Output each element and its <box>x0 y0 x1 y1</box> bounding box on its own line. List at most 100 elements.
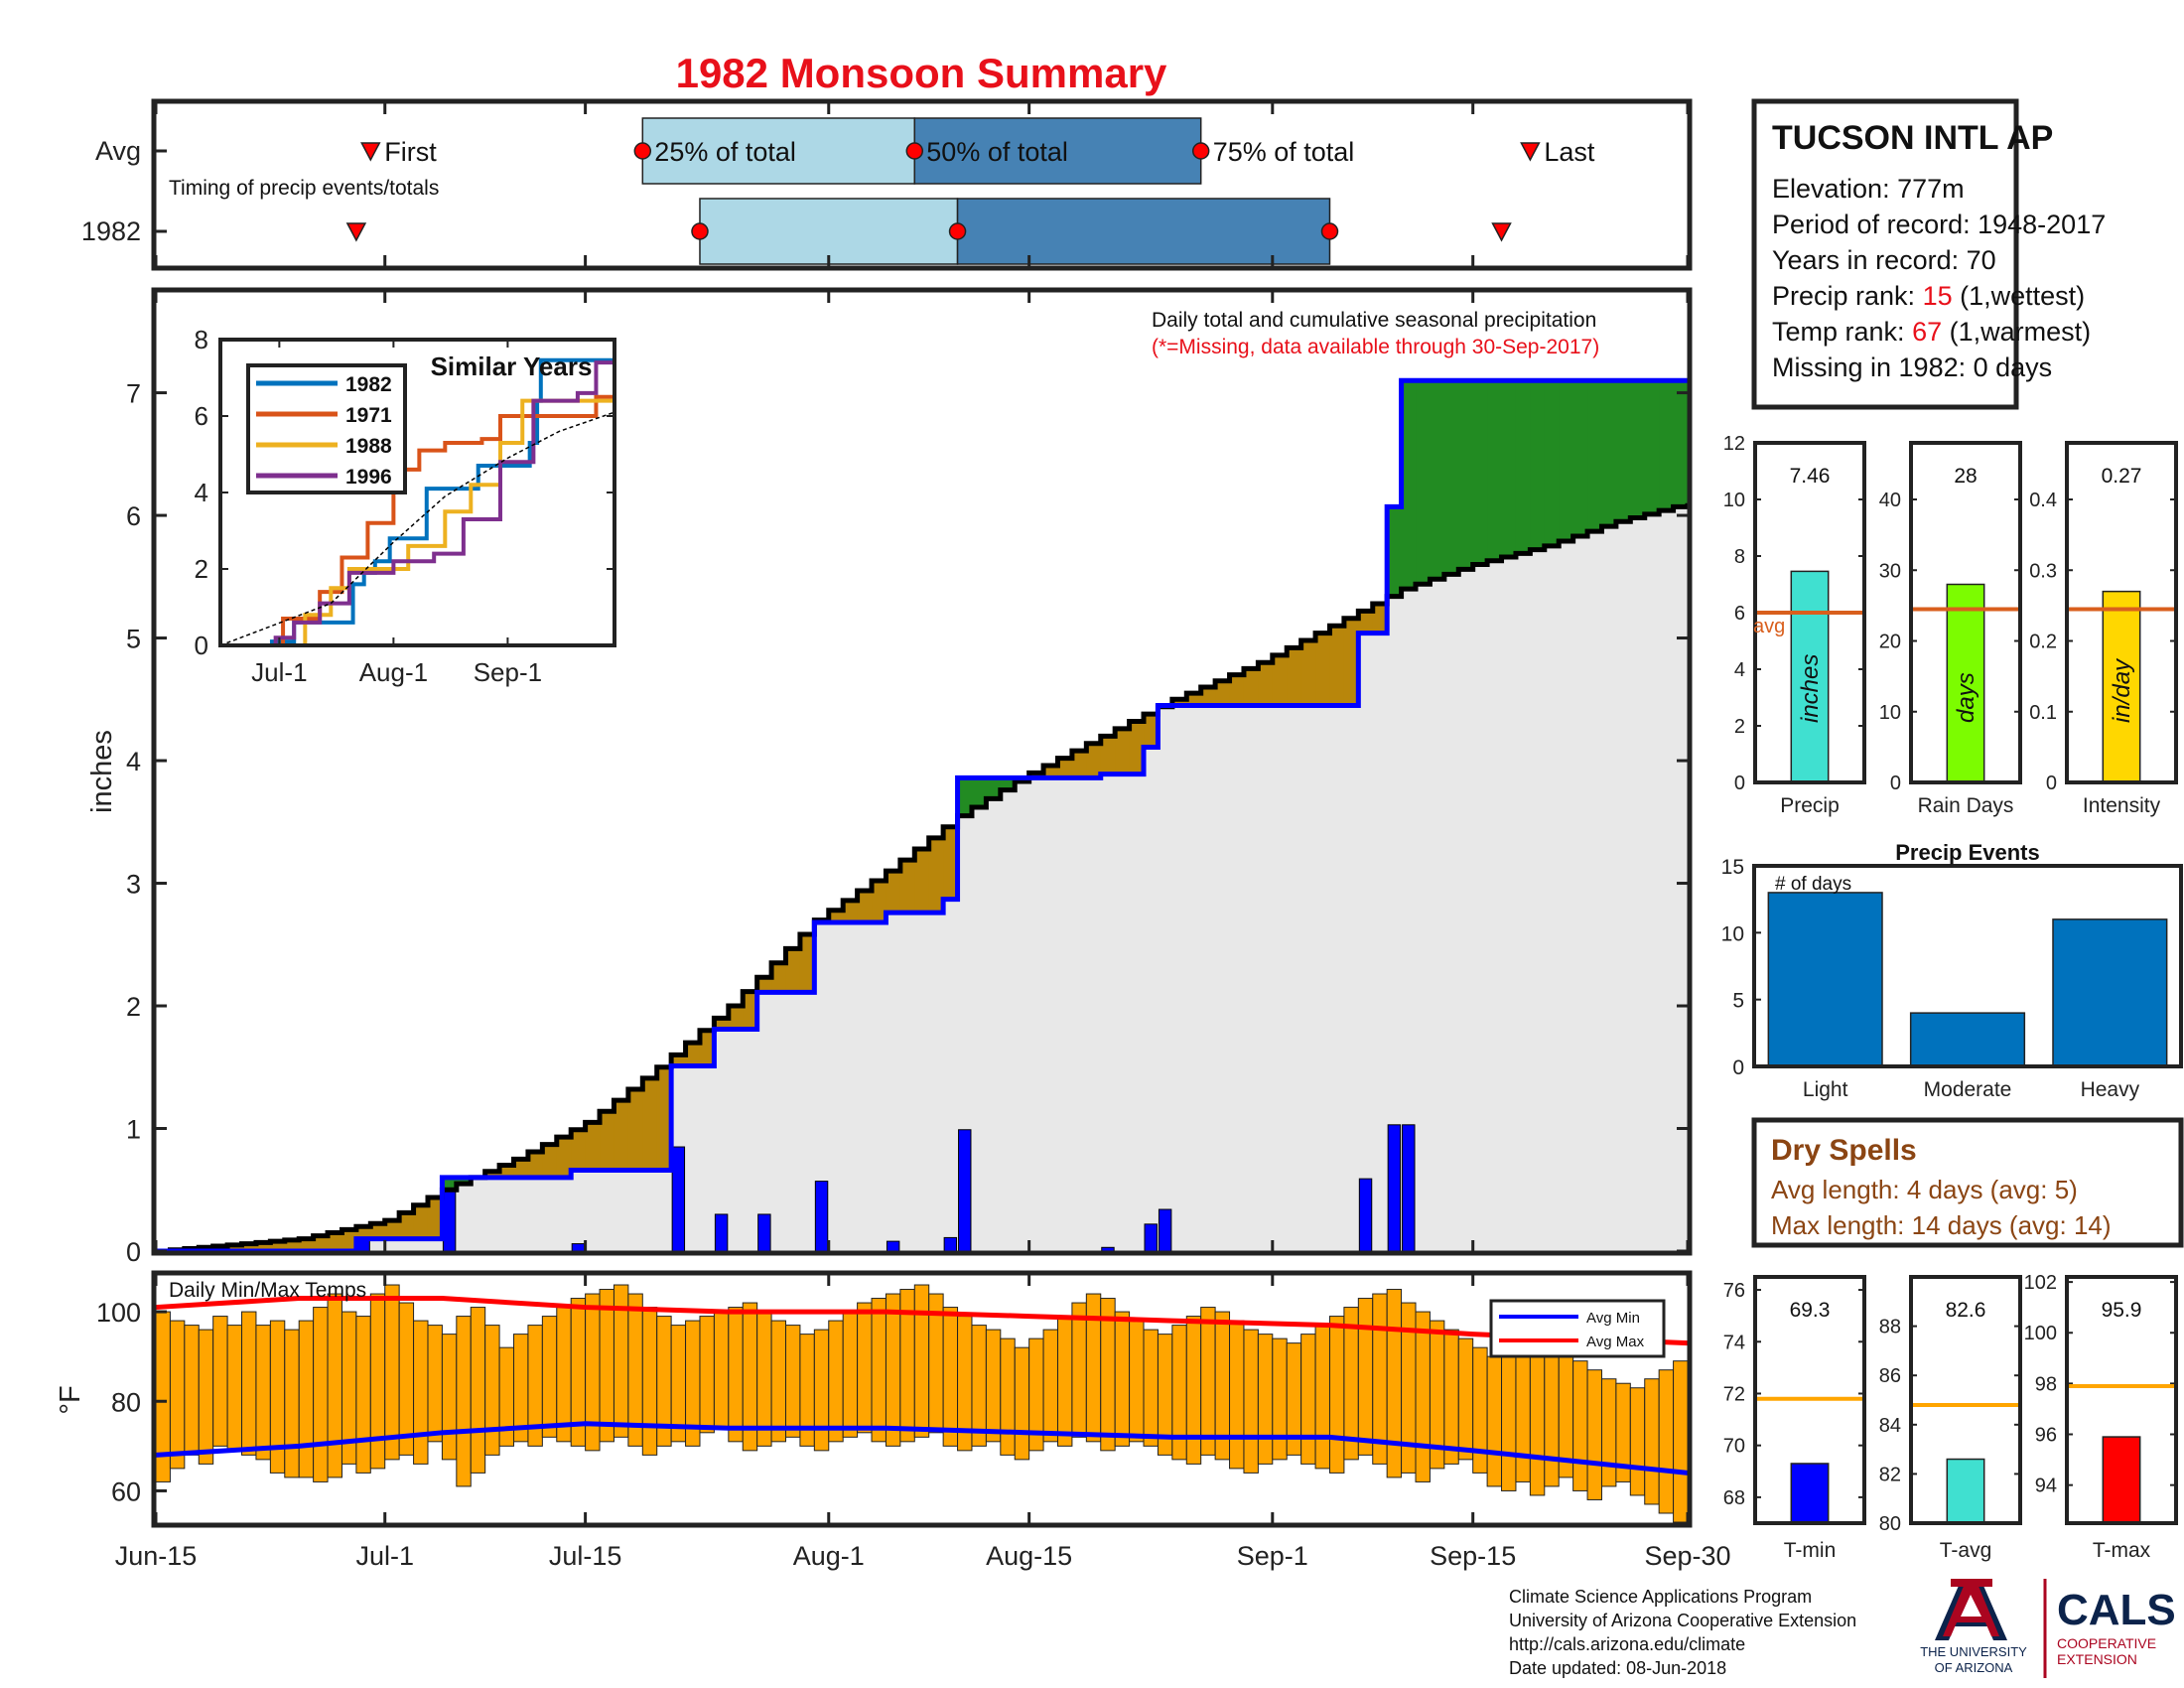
inset-xtick-label: Aug-1 <box>359 657 428 687</box>
temp-range-bar <box>198 1329 214 1465</box>
above-avg-fill <box>1587 380 1603 532</box>
stat-ytick-label: 80 <box>1879 1513 1901 1535</box>
below-avg-fill <box>843 900 859 923</box>
below-avg-fill <box>685 1043 701 1066</box>
above-avg-fill <box>1487 380 1503 561</box>
temp-range-bar <box>1357 1298 1374 1456</box>
events-category-label: Heavy <box>2081 1078 2140 1101</box>
inset-xtick-label: Sep-1 <box>474 657 542 687</box>
above-avg-fill <box>456 1177 472 1185</box>
xtick-label: Aug-15 <box>986 1541 1072 1571</box>
below-avg-fill <box>828 910 844 923</box>
main-note-missing: (*=Missing, data available through 30-Se… <box>1152 336 1599 358</box>
timing-year-label: 1982 <box>81 216 141 246</box>
below-avg-fill <box>1071 751 1087 778</box>
stat-ytick-label: 102 <box>2024 1272 2057 1294</box>
inset-legend-box <box>246 363 407 494</box>
temp-range-bar <box>1185 1316 1202 1465</box>
main-ytick-label: 4 <box>126 747 141 776</box>
timing-q50-marker <box>905 142 924 160</box>
main-note: Daily total and cumulative seasonal prec… <box>1152 309 1596 332</box>
above-avg-fill <box>1443 380 1459 575</box>
temp-range-bar <box>427 1325 443 1443</box>
dry-spells-frame <box>1751 1117 2184 1248</box>
avg-cumulative-line <box>156 502 1691 1254</box>
stat-ytick-label: 72 <box>1723 1383 1745 1405</box>
xtick-label: Aug-1 <box>793 1541 865 1571</box>
timing-first-triangle <box>345 222 367 242</box>
temp-range-bar <box>942 1307 959 1447</box>
avg-min-line <box>155 1421 1689 1476</box>
station-temp-rank: Temp rank: 67 (1,warmest) <box>1772 317 2091 347</box>
temp-range-bar <box>169 1320 186 1470</box>
q75-label: 75% of total <box>1213 137 1355 167</box>
temp-range-bar <box>456 1316 472 1487</box>
below-avg-fill <box>556 1137 572 1178</box>
temp-range-bar <box>871 1298 887 1443</box>
temp-range-bar <box>1000 1337 1016 1456</box>
temp-range-bar <box>369 1293 386 1470</box>
temp-range-bar <box>284 1329 300 1478</box>
daily-precip-bar <box>671 1146 686 1252</box>
stat-ytick-label: 2 <box>1734 716 1745 738</box>
temp-range-bar <box>355 1316 371 1474</box>
temp-range-bar <box>255 1325 271 1461</box>
above-avg-fill <box>1387 506 1403 597</box>
similar-years-inset: 0 2 4 6 8 Jul-1 Aug-1 Sep-1 1982 1971 1988 1996 Sim… <box>195 325 616 687</box>
precip_stat-value-label: 7.46 <box>1790 465 1831 488</box>
inset-series-avg <box>219 411 615 646</box>
temp-range-bar <box>1415 1311 1431 1482</box>
footer-line2: University of Arizona Cooperative Extens… <box>1509 1611 1856 1630</box>
inset-series-1996 <box>220 358 616 647</box>
below-avg-fill <box>413 1204 429 1239</box>
temp-range-bar <box>641 1307 658 1456</box>
temps-chart: 60 80 100 Daily Min/Max Temps °F Avg Min A… <box>55 1270 1693 1528</box>
temp-range-bar <box>241 1311 257 1456</box>
below-avg-fill <box>527 1151 543 1178</box>
below-avg-fill <box>341 1229 357 1251</box>
temp-range-bar <box>384 1284 400 1461</box>
cals-sub2: EXTENSION <box>2057 1651 2137 1667</box>
stat-ytick-label: 88 <box>1879 1317 1901 1338</box>
events-title: Precip Events <box>1895 840 2040 865</box>
xtick-label: Sep-1 <box>1237 1541 1308 1571</box>
below-avg-fill <box>1343 618 1359 706</box>
below-avg-fill <box>499 1165 515 1178</box>
below-avg-fill <box>627 1088 643 1171</box>
below-avg-fill <box>399 1212 415 1239</box>
tmax_stat-xlabel: T-max <box>2093 1539 2151 1562</box>
below-avg-fill <box>714 1018 730 1030</box>
daily-precip-bar <box>1358 1178 1373 1252</box>
timing-q25-q50-box <box>641 117 916 185</box>
page-title: 1982 Monsoon Summary <box>676 50 1167 96</box>
events-category-label: Moderate <box>1924 1078 2012 1101</box>
temp-range-bar <box>184 1325 200 1456</box>
temp-range-bar <box>813 1329 830 1452</box>
temp-range-bar <box>1515 1337 1531 1482</box>
station-name: TUCSON INTL AP <box>1772 119 2053 157</box>
below-avg-fill <box>743 991 758 1030</box>
below-avg-fill <box>671 1055 687 1066</box>
temp-range-bar <box>556 1307 572 1443</box>
temp-range-bar <box>1372 1293 1388 1465</box>
temp-range-bar <box>599 1289 614 1443</box>
temp-range-bar <box>1572 1360 1588 1491</box>
temp-range-bar <box>1658 1369 1675 1514</box>
temp-range-bar <box>1486 1355 1503 1487</box>
below-avg-fill <box>384 1220 400 1239</box>
temp-range-bar <box>1143 1329 1159 1447</box>
temp-range-bar <box>1544 1342 1560 1487</box>
footer: Climate Science Applications Program Uni… <box>1509 1587 1856 1678</box>
temp-range-bar <box>1257 1334 1274 1465</box>
below-avg-fill <box>1329 626 1345 706</box>
rain_days_stat-unit-label: days <box>1953 672 1979 723</box>
timing-q50-q75-box <box>956 198 1331 265</box>
temp-range-bar <box>1129 1320 1145 1443</box>
stat-ytick-label: 10 <box>1723 490 1745 511</box>
below-avg-fill <box>585 1122 601 1171</box>
events-bar <box>1909 1012 2026 1067</box>
tmin_stat-value-label: 69.3 <box>1790 1299 1831 1322</box>
precip_stat-bar <box>1790 570 1830 783</box>
temp-range-bar <box>1243 1329 1259 1474</box>
first-label: First <box>384 137 437 167</box>
